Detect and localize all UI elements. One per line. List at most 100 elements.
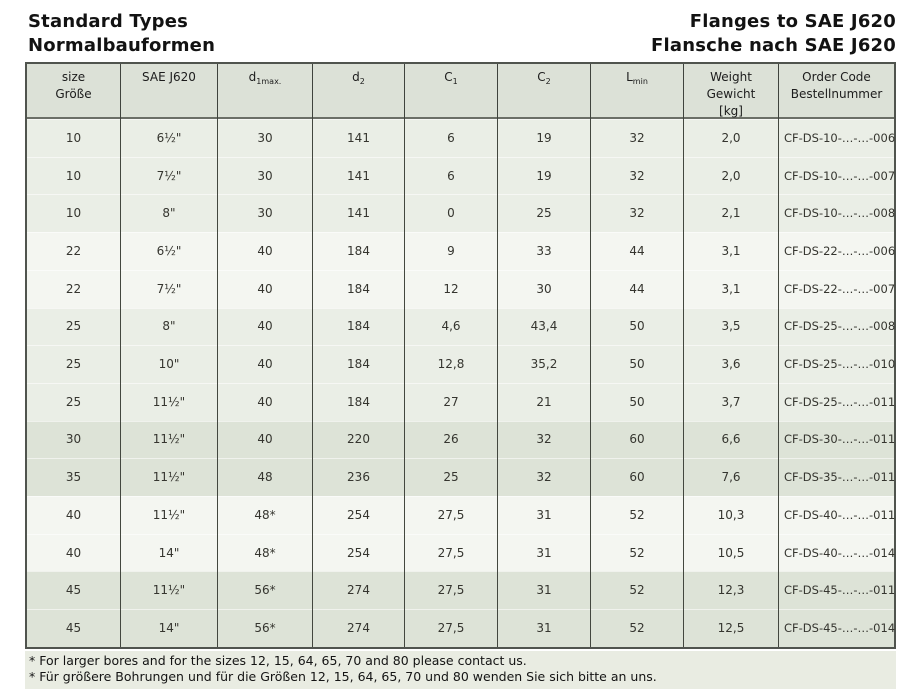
cell-c1: 27,5 <box>404 496 497 534</box>
cell-lmin: 50 <box>590 307 683 346</box>
cell-order: CF-DS-25-…-…-010 <box>778 345 895 383</box>
cell-c2: 25 <box>497 194 590 233</box>
cell-c1: 26 <box>404 420 497 459</box>
cell-weight: 2,0 <box>683 156 778 195</box>
cell-size: 40 <box>65 545 82 560</box>
cell-d2: 141 <box>312 156 404 195</box>
page-title-left-de: Normalbauformen <box>28 35 216 56</box>
cell-d2: 254 <box>312 533 404 572</box>
cell-d2: 184 <box>312 269 404 308</box>
cell-order: CF-DS-30-…-…-011 <box>778 420 895 459</box>
cell-weight: 3,1 <box>683 232 778 270</box>
cell-d2: 184 <box>312 382 404 421</box>
cell-size: 22 <box>65 281 82 296</box>
cell-d1: 40 <box>217 420 312 459</box>
cell-lmin: 50 <box>590 345 683 383</box>
footnote-en: * For larger bores and for the sizes 12,… <box>29 653 527 668</box>
cell-c1: 27 <box>404 382 497 421</box>
page-title-right-en: Flanges to SAE J620 <box>689 11 896 32</box>
cell-d1: 30 <box>217 194 312 233</box>
cell-c1: 4,6 <box>404 307 497 346</box>
table-row: 40 14" 48* 254 27,5 31 52 10,5 CF-DS-40-…-…-014 <box>27 533 895 572</box>
table-row: 10 7½" 30 141 6 19 32 2,0 CF-DS-10-…-…-007 <box>27 156 895 195</box>
header-cell-lmin: Lmin <box>590 64 683 120</box>
cell-size: 25 <box>65 394 82 409</box>
cell-weight: 12,5 <box>683 609 778 647</box>
cell-sae: 7½" <box>120 269 217 308</box>
cell-sae: 6½" <box>120 232 217 270</box>
cell-c1: 25 <box>404 458 497 497</box>
cell-weight: 3,1 <box>683 269 778 308</box>
header-cell-d2: d2 <box>312 64 404 120</box>
cell-size: 45 <box>65 620 82 635</box>
cell-c1: 12,8 <box>404 345 497 383</box>
cell-d1: 48* <box>217 533 312 572</box>
table-row: 35 11½" 48 236 25 32 60 7,6 CF-DS-35-…-…-011 <box>27 458 895 497</box>
cell-d2: 141 <box>312 119 404 157</box>
cell-size: 40 <box>65 507 82 522</box>
cell-d2: 184 <box>312 307 404 346</box>
cell-d1: 56* <box>217 571 312 610</box>
table-body: 10 6½" 30 141 6 19 32 2,0 CF-DS-10-…-…-006 10 7½" 3… <box>27 119 895 647</box>
page-title-right-de: Flansche nach SAE J620 <box>651 35 896 56</box>
cell-d1: 40 <box>217 232 312 270</box>
cell-lmin: 52 <box>590 571 683 610</box>
header-cell-weight: Weight Gewicht [kg] <box>683 64 778 120</box>
page-title-left-en: Standard Types <box>28 11 189 32</box>
cell-order: CF-DS-40-…-…-011 <box>778 496 895 534</box>
cell-weight: 3,5 <box>683 307 778 346</box>
cell-order: CF-DS-10-…-…-007 <box>778 156 895 195</box>
header-cell-order: Order Code Bestellnummer <box>778 64 894 120</box>
cell-weight: 3,6 <box>683 345 778 383</box>
cell-sae: 11½" <box>120 420 217 459</box>
table-row: 45 14" 56* 274 27,5 31 52 12,5 CF-DS-45-…-…-014 <box>27 609 895 647</box>
cell-lmin: 52 <box>590 533 683 572</box>
cell-c1: 27,5 <box>404 609 497 647</box>
cell-weight: 7,6 <box>683 458 778 497</box>
footnotes-block: * For larger bores and for the sizes 12,… <box>25 651 896 689</box>
cell-d2: 184 <box>312 232 404 270</box>
footnote-de: * Für größere Bohrungen und für die Größ… <box>29 669 657 684</box>
header-cell-c1: C1 <box>404 64 497 120</box>
cell-d1: 30 <box>217 156 312 195</box>
cell-sae: 14" <box>120 609 217 647</box>
cell-c2: 21 <box>497 382 590 421</box>
cell-d1: 48* <box>217 496 312 534</box>
cell-lmin: 44 <box>590 232 683 270</box>
cell-lmin: 32 <box>590 156 683 195</box>
cell-c2: 30 <box>497 269 590 308</box>
table-row: 30 11½" 40 220 26 32 60 6,6 CF-DS-30-…-…-011 <box>27 420 895 459</box>
cell-c2: 31 <box>497 571 590 610</box>
cell-weight: 2,0 <box>683 119 778 157</box>
header-cell-size: size Größe <box>55 70 92 101</box>
cell-c1: 12 <box>404 269 497 308</box>
cell-order: CF-DS-10-…-…-006 <box>778 119 895 157</box>
cell-order: CF-DS-10-…-…-008 <box>778 194 895 233</box>
cell-order: CF-DS-45-…-…-014 <box>778 609 895 647</box>
cell-c2: 43,4 <box>497 307 590 346</box>
cell-size: 45 <box>65 583 82 598</box>
cell-lmin: 52 <box>590 496 683 534</box>
cell-sae: 10" <box>120 345 217 383</box>
cell-sae: 8" <box>120 307 217 346</box>
cell-sae: 7½" <box>120 156 217 195</box>
cell-d1: 40 <box>217 345 312 383</box>
cell-size: 25 <box>65 319 82 334</box>
cell-size: 35 <box>65 470 82 485</box>
header-cell-sae: SAE J620 <box>120 64 217 120</box>
cell-d2: 274 <box>312 609 404 647</box>
cell-d1: 30 <box>217 119 312 157</box>
cell-d1: 40 <box>217 307 312 346</box>
cell-size: 25 <box>65 357 82 372</box>
cell-weight: 3,7 <box>683 382 778 421</box>
cell-c2: 32 <box>497 420 590 459</box>
cell-c1: 27,5 <box>404 533 497 572</box>
cell-sae: 11½" <box>120 458 217 497</box>
cell-sae: 14" <box>120 533 217 572</box>
cell-c2: 31 <box>497 496 590 534</box>
cell-d2: 236 <box>312 458 404 497</box>
page-title-left: Standard Types Normalbauformen <box>28 10 215 58</box>
table-row: 10 8" 30 141 0 25 32 2,1 CF-DS-10-…-…-008 <box>27 194 895 233</box>
page-title-right: Flanges to SAE J620 Flansche nach SAE J6… <box>651 10 896 58</box>
